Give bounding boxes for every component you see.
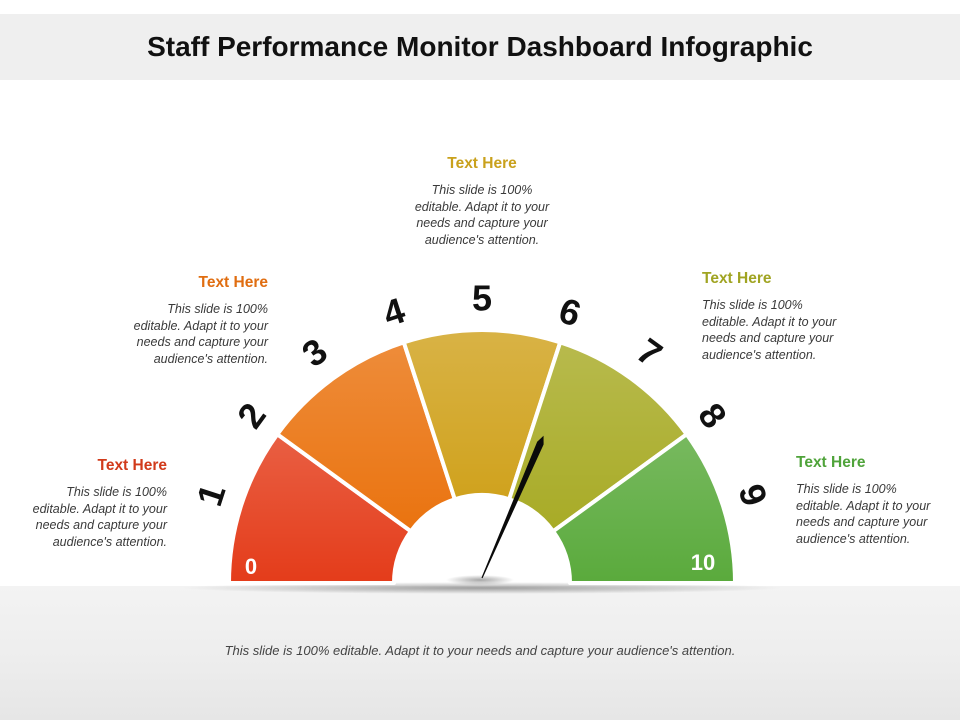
gauge-tick-label: 3 bbox=[294, 330, 334, 375]
callout-5-heading: Text Here bbox=[796, 454, 866, 471]
callout-4: Text Here This slide is 100% editable. A… bbox=[702, 270, 852, 363]
gauge-tick-label: 5 bbox=[472, 278, 492, 319]
gauge-min-label: 0 bbox=[245, 554, 257, 579]
callout-3-body: This slide is 100% editable. Adapt it to… bbox=[414, 183, 550, 247]
callout-1-heading: Text Here bbox=[97, 457, 168, 474]
title-bar bbox=[0, 14, 960, 80]
callout-4-heading: Text Here bbox=[702, 270, 772, 287]
callout-3-heading: Text Here bbox=[447, 155, 517, 172]
floor-background bbox=[0, 586, 960, 720]
gauge-tick-label: 9 bbox=[730, 479, 775, 511]
gauge-needle bbox=[481, 435, 544, 579]
needle-base-shadow bbox=[446, 575, 514, 585]
gauge-tick-label: 2 bbox=[229, 395, 274, 435]
footer-text: This slide is 100% editable. Adapt it to… bbox=[224, 643, 736, 658]
callout-4-body: This slide is 100% editable. Adapt it to… bbox=[702, 298, 837, 362]
callout-5: Text Here This slide is 100% editable. A… bbox=[796, 454, 946, 547]
gauge-tick-label: 1 bbox=[188, 479, 233, 511]
gauge-tick-label: 7 bbox=[629, 330, 669, 375]
gauge-segment-shine bbox=[509, 342, 687, 532]
callout-2-heading: Text Here bbox=[198, 274, 269, 291]
gauge-segment-shine bbox=[229, 434, 411, 583]
gauge-max-label: 10 bbox=[691, 550, 715, 575]
callout-5-body: This slide is 100% editable. Adapt it to… bbox=[796, 482, 931, 546]
gauge-tick-label: 4 bbox=[378, 289, 410, 334]
gauge-tick-label: 8 bbox=[690, 395, 735, 435]
callout-1: Text Here This slide is 100% editable. A… bbox=[17, 457, 167, 550]
callout-2: Text Here This slide is 100% editable. A… bbox=[118, 274, 268, 367]
gauge-segment-shine bbox=[553, 434, 735, 583]
callout-2-body: This slide is 100% editable. Adapt it to… bbox=[133, 302, 268, 366]
page-title: Staff Performance Monitor Dashboard Info… bbox=[147, 31, 813, 62]
callout-3: Text Here This slide is 100% editable. A… bbox=[407, 155, 557, 248]
gauge-segment-shine bbox=[277, 342, 455, 532]
gauge-tick-label: 6 bbox=[554, 289, 586, 334]
callout-1-body: This slide is 100% editable. Adapt it to… bbox=[32, 485, 167, 549]
